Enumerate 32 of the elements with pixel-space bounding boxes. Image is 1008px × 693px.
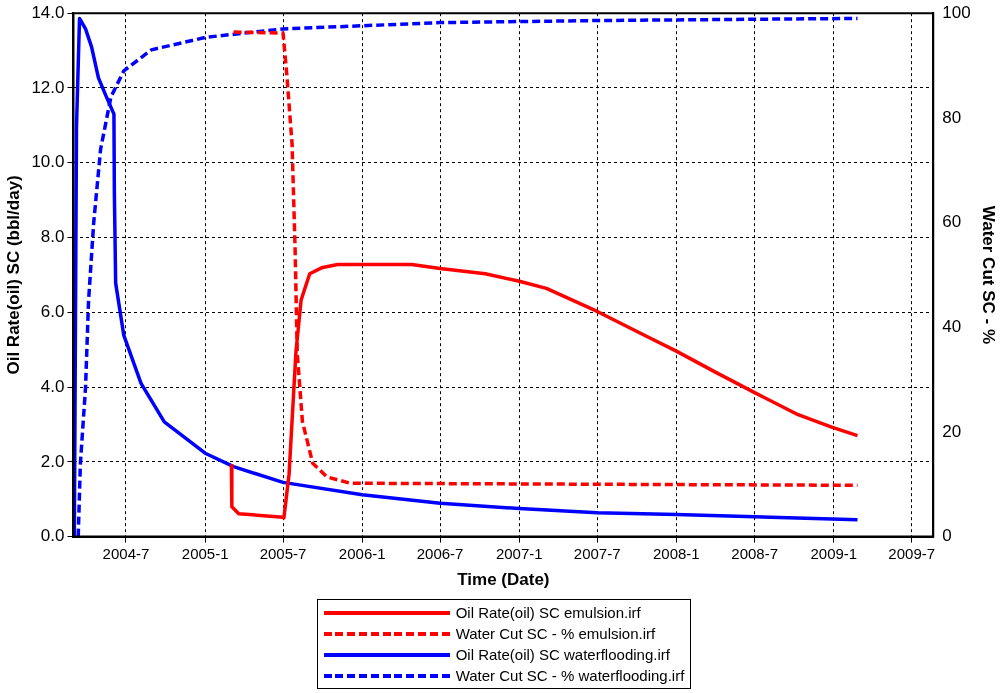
x-tick-label: 2008-7 bbox=[731, 544, 779, 562]
y-tick-label: 4.0 bbox=[40, 376, 65, 396]
x-tick-label: 2006-7 bbox=[416, 544, 464, 562]
y2-tick-label: 20 bbox=[942, 421, 962, 441]
y2-tick-label: 80 bbox=[942, 107, 962, 127]
x-tick-label: 2009-7 bbox=[888, 544, 936, 562]
y-axis-title: Oil Rate(oil) SC (bbl/day) bbox=[3, 175, 23, 375]
y-tick-label: 8.0 bbox=[40, 227, 65, 247]
x-tick-label: 2005-1 bbox=[181, 544, 229, 562]
x-tick-label: 2006-1 bbox=[338, 544, 386, 562]
y-tick-label: 12.0 bbox=[31, 77, 65, 97]
x-tick-label: 2007-1 bbox=[495, 544, 543, 562]
legend-label: Water Cut SC - % waterflooding.irf bbox=[455, 667, 685, 684]
y2-tick-label: 40 bbox=[942, 316, 962, 336]
y-tick-label: 14.0 bbox=[31, 2, 65, 22]
y-tick-label: 0.0 bbox=[40, 526, 65, 546]
x-tick-label: 2008-1 bbox=[652, 544, 700, 562]
y-tick-label: 2.0 bbox=[40, 451, 65, 471]
legend-label: Water Cut SC - % emulsion.irf bbox=[455, 625, 656, 642]
y2-tick-label: 0 bbox=[942, 526, 952, 546]
x-axis-title: Time (Date) bbox=[457, 570, 550, 590]
x-tick-label: 2007-7 bbox=[573, 544, 621, 562]
y2-axis-title: Water Cut SC - % bbox=[979, 205, 999, 345]
x-tick-label: 2009-1 bbox=[810, 544, 858, 562]
y2-tick-label: 60 bbox=[942, 212, 962, 232]
x-tick-label: 2005-7 bbox=[259, 544, 307, 562]
x-tick-label: 2004-7 bbox=[102, 544, 150, 562]
legend-label: Oil Rate(oil) SC waterflooding.irf bbox=[455, 646, 670, 663]
y2-tick-label: 100 bbox=[942, 2, 971, 22]
y-tick-label: 10.0 bbox=[31, 152, 65, 172]
y-tick-label: 6.0 bbox=[40, 301, 65, 321]
legend-label: Oil Rate(oil) SC emulsion.irf bbox=[455, 604, 641, 621]
